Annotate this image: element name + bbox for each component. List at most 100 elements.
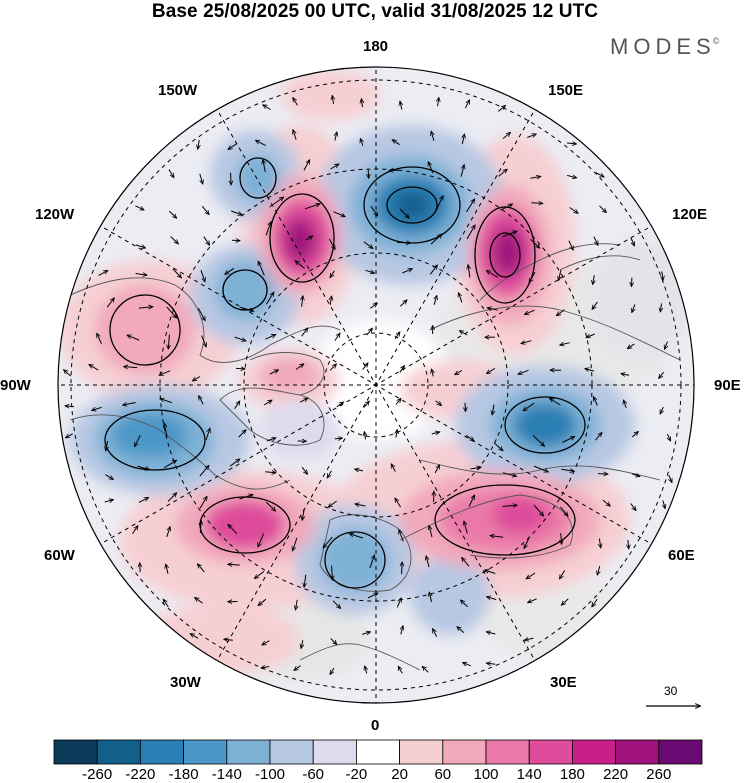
wind-arrow (599, 205, 607, 212)
wind-arrow (602, 499, 610, 506)
wind-arrow (166, 565, 168, 574)
colorbar-tick-label: -60 (302, 766, 325, 783)
wind-arrow (123, 403, 136, 406)
wind-arrow (435, 400, 442, 406)
wind-arrow (502, 231, 516, 238)
wind-arrow (557, 309, 565, 316)
wind-arrow (355, 504, 366, 506)
colorbar-tick-label: 140 (516, 766, 542, 783)
wind-arrow (567, 143, 576, 144)
wind-arrow (400, 102, 402, 110)
wind-arrow (399, 366, 404, 373)
wind-arrow (166, 527, 170, 538)
lon-label-30e: 30E (550, 674, 577, 691)
wind-arrow (587, 333, 595, 338)
wind-arrow (470, 467, 481, 469)
wind-arrow (500, 204, 512, 211)
colorbar-tick-label: -100 (254, 766, 286, 783)
wind-arrow (487, 597, 497, 600)
wind-arrow (433, 629, 438, 637)
wind-arrow (65, 406, 74, 407)
wind-arrow (256, 140, 266, 147)
wind-arrow (64, 370, 72, 377)
wind-arrow (396, 430, 397, 438)
wind-arrow (429, 265, 437, 275)
wind-arrow (135, 205, 143, 210)
wind-arrow (362, 363, 368, 370)
wind-arrow (530, 177, 540, 179)
wind-arrow (466, 225, 475, 240)
wind-arrow (295, 364, 303, 370)
wind-arrow (398, 667, 403, 674)
wind-arrow (265, 501, 275, 511)
lon-label-90w: 90W (0, 377, 31, 394)
wind-arrow (660, 303, 661, 311)
wind-arrow (135, 274, 147, 276)
wind-arrow (330, 638, 337, 645)
lon-label-150e: 150E (548, 82, 584, 99)
wind-arrow (336, 402, 343, 408)
wind-arrow (363, 241, 373, 249)
wind-arrow (104, 500, 113, 502)
wind-arrow (89, 365, 99, 371)
wind-arrow (402, 269, 412, 274)
wind-arrow (391, 464, 396, 472)
wind-arrow (660, 406, 663, 414)
wind-arrow (592, 301, 598, 309)
wind-arrow (200, 270, 205, 281)
wind-arrow (423, 667, 429, 673)
wind-arrow (198, 564, 205, 573)
wind-arrow (438, 98, 439, 107)
wind-arrow (463, 663, 471, 666)
wind-arrow (332, 565, 333, 580)
wind-arrow (631, 474, 640, 477)
wind-arrow (199, 396, 204, 405)
wind-arrow (569, 207, 578, 214)
wind-arrow (258, 598, 267, 605)
wind-arrow (502, 472, 516, 477)
wind-arrow (491, 536, 504, 538)
wind-arrow (524, 536, 530, 548)
wind-arrow (299, 398, 308, 403)
wind-arrow (393, 140, 400, 146)
wind-arrow (263, 160, 265, 173)
wind-arrow (428, 162, 434, 174)
wind-arrow (362, 632, 370, 635)
wind-arrow (195, 598, 203, 604)
wind-arrow (201, 335, 207, 347)
wind-arrow (231, 210, 242, 215)
wind-arrow (431, 432, 440, 434)
wind-arrow (597, 565, 599, 575)
colorbar-tick-label: 220 (603, 766, 629, 783)
wind-arrow (169, 210, 176, 218)
map-border (57, 66, 695, 704)
graticule (58, 67, 694, 703)
wind-arrow (138, 307, 153, 308)
wind-arrow (301, 640, 303, 648)
wind-arrow (394, 332, 400, 340)
wind-arrow (167, 493, 177, 502)
wind-arrow (561, 533, 562, 544)
registered-mark: © (712, 36, 720, 46)
wind-arrow (426, 556, 430, 568)
wind-arrow (293, 537, 298, 551)
wind-arrow (595, 433, 601, 441)
wind-arrow (228, 564, 240, 565)
wind-arrow (498, 169, 507, 177)
wind-arrow (492, 404, 494, 415)
colorbar-tick-label: -180 (168, 766, 199, 783)
wind-arrow (533, 465, 548, 472)
wind-arrow (502, 133, 510, 139)
lon-label-180: 180 (363, 38, 389, 55)
wind-arrow (399, 300, 407, 307)
wind-arrow (302, 296, 303, 307)
wind-arrow (429, 526, 433, 538)
wind-arrow (460, 165, 464, 177)
wind-arrow (323, 536, 333, 548)
wind-arrow (559, 269, 561, 280)
wind-arrow (98, 271, 108, 276)
wind-arrow (238, 430, 246, 438)
wind-arrow (330, 270, 335, 278)
wind-arrow (402, 562, 403, 575)
wind-arrow (164, 423, 168, 437)
